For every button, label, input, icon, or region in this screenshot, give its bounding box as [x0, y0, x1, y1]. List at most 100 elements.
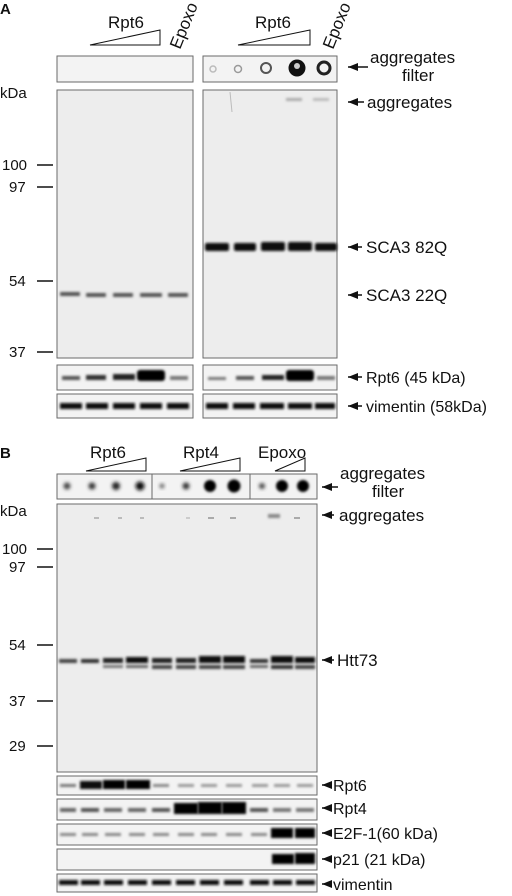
band [252, 784, 268, 787]
marker-37: 37 [9, 344, 26, 361]
band [295, 665, 315, 669]
band [223, 656, 245, 663]
speck [94, 517, 99, 519]
panel-a-right-gradient-triangle [237, 29, 311, 46]
filter-dot [227, 479, 241, 493]
band [137, 370, 165, 381]
panel-b-htt73-label: Htt73 [337, 651, 378, 670]
band [128, 808, 146, 812]
band [261, 242, 285, 251]
band [200, 880, 219, 885]
band [199, 656, 221, 663]
band [60, 833, 76, 836]
band [295, 828, 315, 838]
filter-dot [63, 482, 71, 490]
speck [230, 517, 236, 519]
band [233, 403, 255, 409]
panel-b: B Rpt6 Rpt4 Epoxo kDa 100 [0, 443, 438, 894]
band [201, 833, 217, 836]
panel-a-left-main-blot [56, 89, 194, 359]
aggregate-band [313, 98, 329, 101]
band [271, 656, 293, 663]
band [250, 659, 268, 663]
band [103, 658, 123, 663]
band [105, 833, 121, 836]
panel-b-vimentin-bands [59, 880, 315, 885]
band [104, 808, 122, 812]
band [170, 376, 188, 380]
speck [208, 517, 214, 519]
band [81, 808, 99, 812]
band [317, 376, 335, 380]
band [60, 403, 82, 409]
speck [140, 517, 144, 519]
band [234, 243, 256, 251]
band [297, 784, 313, 787]
panel-a-vimentin-bands [60, 403, 335, 409]
band [224, 880, 243, 885]
filter-dot [276, 480, 288, 492]
band [274, 784, 290, 787]
filter-dot [204, 480, 216, 492]
band [167, 403, 189, 409]
panel-b-vimentin-label: vimentin [333, 877, 393, 894]
filter-dot [316, 60, 332, 76]
band [128, 880, 147, 885]
marker-54: 54 [9, 637, 26, 654]
panel-b-rpt6-bands [60, 780, 313, 789]
panel-b-rpt6-label: Rpt6 [90, 443, 126, 462]
aggregate-smear [229, 91, 233, 113]
band [103, 665, 123, 668]
band [86, 403, 108, 409]
panel-a-vimentin-label: vimentin (58kDa) [366, 399, 487, 416]
band [271, 828, 293, 838]
panel-a-sca3-22q-bands [60, 292, 188, 297]
band [113, 403, 135, 409]
band [152, 665, 172, 669]
panel-a-right-rpt6-label: Rpt6 [255, 13, 291, 32]
panel-a-left-filter-strip [56, 55, 194, 83]
band [288, 403, 312, 409]
panel-b-epoxo-gradient-triangle [274, 457, 306, 472]
band [152, 880, 171, 885]
panel-a-rpt6-bands [62, 370, 335, 381]
marker-37: 37 [9, 693, 26, 710]
panel-a-aggregate-bands [229, 91, 329, 113]
filter-dot [159, 483, 165, 489]
filter-dot [209, 65, 217, 73]
band [273, 880, 292, 885]
band [296, 808, 314, 812]
panel-b-e2f1-bands [60, 828, 315, 838]
panel-b-aggregates-filter-label: aggregates filter [340, 464, 430, 501]
panel-a-rpt6-label: Rpt6 (45 kDa) [366, 370, 466, 387]
band [176, 665, 196, 669]
panel-b-rpt4-bands [60, 802, 314, 814]
band [126, 780, 150, 789]
band [222, 802, 246, 814]
filter-dot [260, 62, 272, 74]
label-line-1: aggregates [370, 48, 455, 67]
panel-b-rpt4-label: Rpt4 [183, 443, 219, 462]
panel-a-left-gradient-triangle [89, 29, 161, 46]
panel-a-right-main-blot [202, 89, 338, 359]
band [250, 665, 268, 668]
band [272, 854, 294, 864]
band [223, 665, 245, 669]
band [226, 833, 242, 836]
band [205, 243, 229, 251]
band [129, 833, 145, 836]
band [286, 370, 314, 381]
filter-dot [297, 480, 309, 492]
panel-b-rpt4-label: Rpt4 [333, 801, 367, 818]
panel-b-aggregate-specks [94, 514, 300, 519]
panel-a-left-epoxo-label: Epoxo [166, 0, 202, 51]
band [60, 292, 80, 296]
band [140, 293, 162, 297]
band [176, 880, 195, 885]
band [208, 377, 226, 380]
band [315, 403, 335, 409]
panel-b-e2f1-label: E2F-1(60 kDa) [333, 826, 438, 843]
band [174, 803, 198, 814]
panel-a-annotations: aggregates filter aggregates SCA3 82Q SC… [348, 48, 487, 416]
